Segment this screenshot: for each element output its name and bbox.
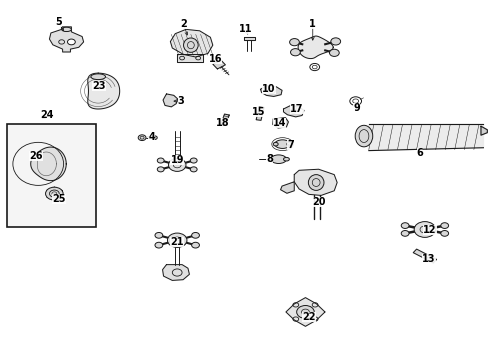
- Ellipse shape: [290, 109, 296, 113]
- Polygon shape: [163, 94, 177, 107]
- Text: 7: 7: [287, 140, 294, 150]
- Text: 3: 3: [177, 96, 184, 106]
- Text: 21: 21: [170, 237, 183, 247]
- Ellipse shape: [183, 38, 198, 52]
- Circle shape: [67, 39, 75, 45]
- Circle shape: [167, 233, 186, 247]
- Text: 8: 8: [266, 154, 273, 164]
- Circle shape: [273, 142, 278, 146]
- Text: 13: 13: [421, 254, 435, 264]
- Ellipse shape: [91, 74, 105, 80]
- Text: 2: 2: [180, 19, 186, 29]
- Ellipse shape: [274, 140, 290, 148]
- Polygon shape: [480, 126, 487, 135]
- Circle shape: [289, 39, 299, 46]
- Text: 26: 26: [29, 150, 42, 161]
- Text: 25: 25: [52, 194, 66, 204]
- Polygon shape: [272, 118, 288, 128]
- Circle shape: [190, 167, 197, 172]
- Polygon shape: [256, 107, 264, 120]
- Circle shape: [440, 223, 447, 229]
- Polygon shape: [412, 249, 436, 263]
- Text: 5: 5: [55, 17, 61, 27]
- Circle shape: [286, 142, 291, 146]
- Circle shape: [168, 158, 185, 171]
- Text: 18: 18: [215, 118, 229, 128]
- Polygon shape: [298, 36, 332, 59]
- Circle shape: [190, 158, 197, 163]
- Polygon shape: [283, 105, 304, 117]
- Circle shape: [138, 135, 146, 140]
- Circle shape: [440, 230, 447, 236]
- Polygon shape: [49, 27, 83, 52]
- Circle shape: [152, 136, 157, 139]
- Circle shape: [296, 306, 314, 319]
- Polygon shape: [285, 298, 325, 326]
- Circle shape: [401, 223, 408, 229]
- Polygon shape: [280, 182, 294, 193]
- Circle shape: [191, 233, 199, 238]
- Circle shape: [413, 222, 435, 237]
- Text: 24: 24: [40, 111, 54, 121]
- Text: 9: 9: [352, 103, 359, 113]
- Ellipse shape: [308, 175, 324, 190]
- Polygon shape: [170, 30, 212, 57]
- Circle shape: [45, 187, 63, 200]
- Circle shape: [157, 158, 164, 163]
- Circle shape: [155, 233, 163, 238]
- Text: 1: 1: [309, 19, 316, 29]
- Circle shape: [290, 49, 300, 56]
- Text: 12: 12: [422, 225, 436, 235]
- Ellipse shape: [270, 155, 286, 163]
- Circle shape: [191, 242, 199, 248]
- Polygon shape: [212, 60, 225, 69]
- Polygon shape: [243, 37, 255, 40]
- Polygon shape: [220, 114, 229, 125]
- Text: 19: 19: [170, 155, 183, 165]
- Polygon shape: [162, 265, 189, 280]
- Text: 10: 10: [262, 84, 275, 94]
- Text: 16: 16: [208, 54, 222, 64]
- Polygon shape: [260, 86, 282, 96]
- Polygon shape: [31, 147, 66, 181]
- Ellipse shape: [267, 89, 275, 94]
- Circle shape: [401, 230, 408, 236]
- Bar: [6, 125, 96, 227]
- Text: 11: 11: [238, 24, 252, 35]
- Text: 22: 22: [302, 312, 315, 322]
- Ellipse shape: [283, 157, 289, 161]
- Text: 4: 4: [148, 132, 155, 142]
- Ellipse shape: [354, 125, 372, 147]
- Circle shape: [155, 242, 163, 248]
- Text: 14: 14: [272, 118, 286, 128]
- Text: 23: 23: [92, 81, 106, 91]
- Circle shape: [157, 167, 164, 172]
- Text: 20: 20: [311, 197, 325, 207]
- Text: 17: 17: [290, 104, 303, 114]
- Polygon shape: [368, 125, 483, 150]
- Polygon shape: [294, 169, 336, 195]
- Text: 15: 15: [252, 107, 265, 117]
- Ellipse shape: [61, 27, 71, 32]
- Polygon shape: [177, 54, 203, 62]
- Circle shape: [329, 49, 339, 57]
- Polygon shape: [88, 73, 120, 109]
- Circle shape: [330, 38, 340, 45]
- Text: 6: 6: [416, 148, 423, 158]
